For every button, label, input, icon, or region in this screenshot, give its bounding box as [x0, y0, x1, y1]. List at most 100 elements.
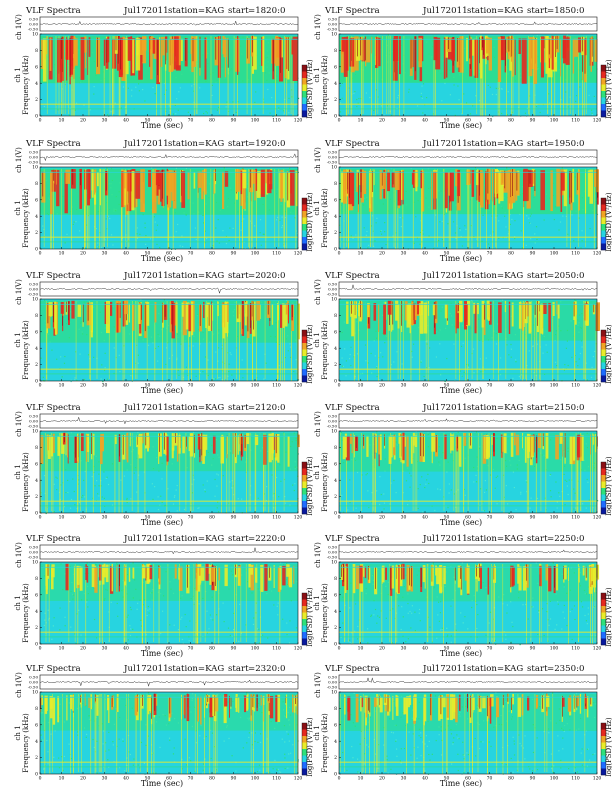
trace-tick-label: -0.50 — [28, 292, 39, 297]
colorbar-frame — [301, 197, 308, 251]
colorbar-segment — [601, 336, 606, 344]
x-tick-label: 40 — [123, 646, 129, 652]
channel-label: ch 1 — [313, 725, 321, 741]
panel-date: Jul172011 — [124, 664, 169, 674]
y-tick-label: 8 — [334, 706, 337, 712]
panel-start: start — [228, 271, 249, 281]
x-tick-label: 120 — [294, 251, 303, 257]
colorbar-segment — [302, 375, 307, 383]
y-tick-label: 6 — [334, 329, 337, 335]
colorbar-segment — [302, 330, 307, 337]
channel-label: ch 1 — [14, 67, 22, 83]
colorbar-label: log(PSD) (V²/Hz) — [603, 717, 612, 779]
waveform-trace — [39, 153, 299, 162]
y-tick-label: 10 — [331, 690, 337, 696]
panel-label: VLF Spectra — [325, 271, 380, 281]
time-xlabel: Time (sec) — [439, 649, 483, 658]
panel-ut: =2020:0 — [248, 271, 286, 281]
trace-tick-label: 0.50 — [29, 414, 38, 419]
y-tick-label: 10 — [32, 32, 38, 38]
time-xlabel: Time (sec) — [439, 254, 483, 263]
x-tick-label: 80 — [209, 118, 215, 124]
trace-tick-label: 0.00 — [328, 680, 337, 685]
colorbar-segment — [601, 356, 606, 363]
y-tick-label: 6 — [334, 592, 337, 598]
spectrogram-image — [339, 167, 599, 250]
panel-title: VLF Spectra Jul172011 station=KAG start … — [311, 403, 611, 414]
panel-start: start — [527, 271, 548, 281]
x-tick-label: 80 — [209, 515, 215, 521]
trace-tick-label: -0.50 — [28, 685, 39, 690]
trace-frame — [338, 413, 598, 429]
trace-tick-label: 0.50 — [328, 17, 337, 22]
colorbar-segment — [601, 84, 606, 92]
colorbar-segment — [302, 84, 307, 92]
x-tick-label: 30 — [401, 515, 407, 521]
trace-tick-label: -0.50 — [28, 160, 39, 165]
x-tick-label: 120 — [294, 118, 303, 124]
trace-tick-label: -0.50 — [327, 160, 338, 165]
x-tick-label: 60 — [166, 251, 172, 257]
y-tick-label: 2 — [334, 97, 337, 103]
x-tick-label: 120 — [593, 776, 602, 782]
spectrogram-image — [40, 34, 300, 118]
x-tick-label: 30 — [401, 383, 407, 389]
colorbar-segment — [601, 330, 606, 337]
colorbar-segment — [601, 638, 606, 646]
y-tick-label: 2 — [35, 230, 38, 236]
y-tick-label: 4 — [35, 214, 38, 220]
panel-title: VLF Spectra Jul172011 station=KAG start … — [12, 139, 312, 150]
colorbar-segment — [302, 336, 307, 344]
colorbar-segment — [601, 475, 606, 482]
colorbar-segment — [302, 762, 307, 769]
trace-tick-label: 0.00 — [328, 22, 337, 27]
x-tick-label: 90 — [530, 776, 536, 782]
x-tick-label: 20 — [80, 646, 86, 652]
colorbar-frame — [600, 461, 607, 515]
x-tick-label: 120 — [593, 118, 602, 124]
x-tick-label: 80 — [508, 383, 514, 389]
x-tick-label: 60 — [166, 118, 172, 124]
panel-start: start — [228, 6, 249, 16]
colorbar-segment — [601, 723, 606, 730]
y-tick-label: 8 — [35, 48, 38, 54]
x-tick-label: 30 — [102, 251, 108, 257]
x-tick-label: 20 — [80, 118, 86, 124]
panel-station: station=KAG — [467, 403, 524, 413]
colorbar-segment — [302, 78, 307, 85]
x-tick-label: 20 — [379, 383, 385, 389]
x-tick-label: 110 — [571, 515, 580, 521]
y-tick-label: 8 — [334, 48, 337, 54]
spectrogram-panel: 0.50 0.00 -0.50 0 2 4 6 8 10 0 10 20 30 40 50 60 70 80 90 1… — [311, 3, 612, 131]
x-tick-label: 50 — [145, 776, 151, 782]
colorbar-segment — [601, 619, 606, 626]
x-tick-label: 100 — [251, 383, 260, 389]
x-tick-label: 100 — [550, 646, 559, 652]
colorbar-segment — [302, 612, 307, 620]
time-xlabel: Time (sec) — [140, 386, 184, 395]
colorbar-segment — [601, 375, 606, 383]
trace-tick-label: 0.00 — [328, 550, 337, 555]
panel-date: Jul172011 — [423, 403, 468, 413]
x-tick-label: 90 — [530, 383, 536, 389]
x-tick-label: 60 — [166, 776, 172, 782]
frequency-ylabel: ch 1 Frequency (kHz) — [311, 174, 335, 256]
colorbar-segment — [601, 625, 606, 633]
y-tick-label: 6 — [35, 722, 38, 728]
x-tick-label: 30 — [401, 251, 407, 257]
colorbar-segment — [302, 768, 307, 776]
y-tick-label: 4 — [334, 346, 337, 352]
panel-station: station=KAG — [168, 403, 225, 413]
x-tick-label: 80 — [508, 776, 514, 782]
x-tick-label: 80 — [508, 646, 514, 652]
panel-start: start — [228, 664, 249, 674]
spectrogram-panel: 0.50 0.00 -0.50 0 2 4 6 8 10 0 10 20 30 40 50 60 70 80 90 1… — [12, 268, 314, 396]
y-tick-label: 2 — [35, 755, 38, 761]
x-tick-label: 0 — [338, 251, 341, 257]
colorbar-segment — [302, 599, 307, 607]
trace-tick-label: 0.50 — [328, 414, 337, 419]
frequency-ylabel: ch 1 Frequency (kHz) — [12, 569, 36, 651]
